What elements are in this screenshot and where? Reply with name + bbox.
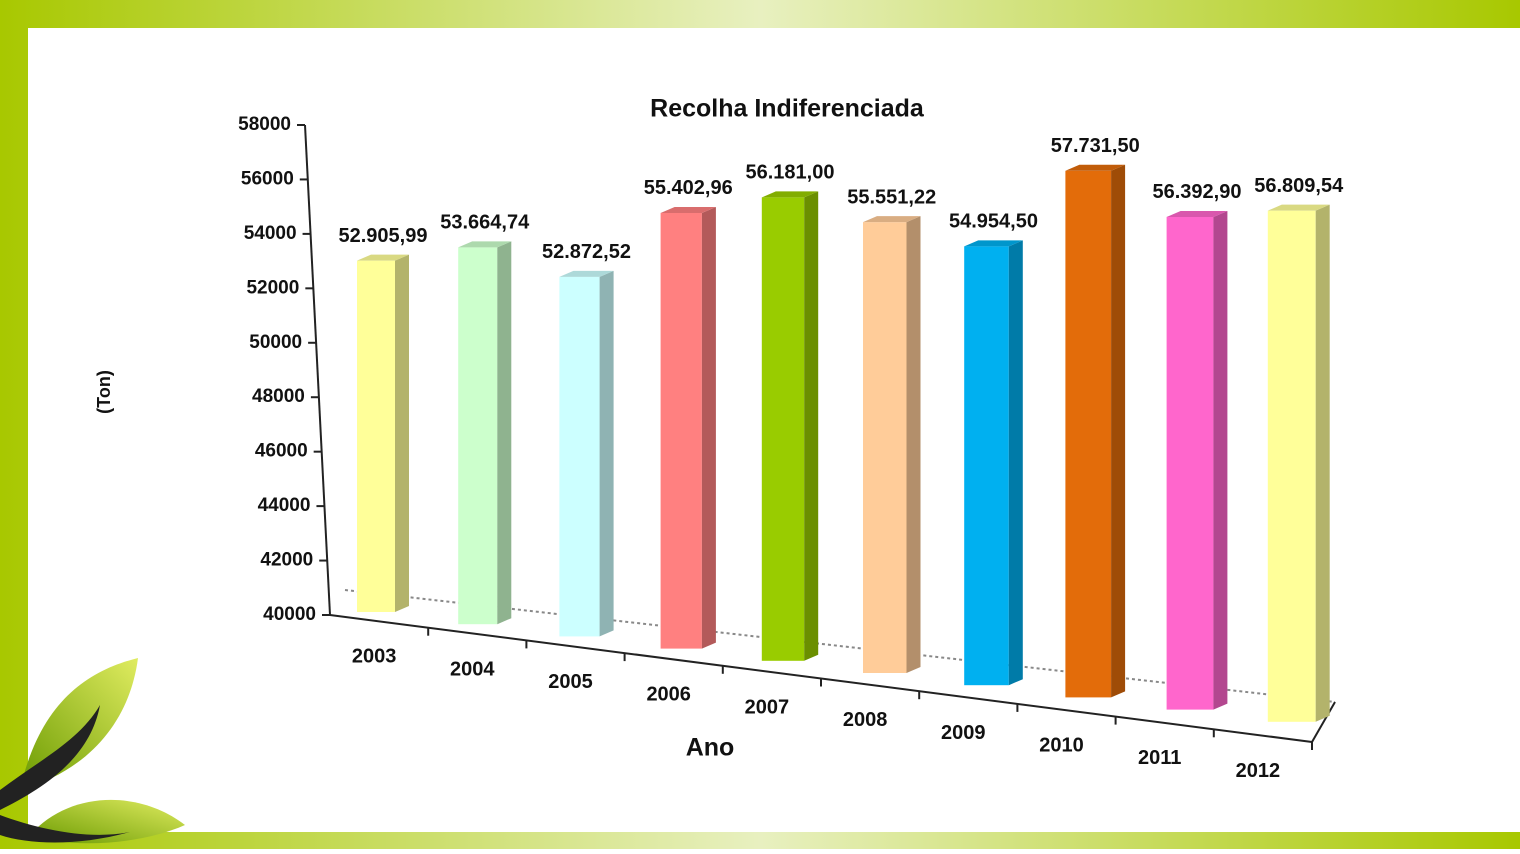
bar-side xyxy=(804,191,818,660)
bar xyxy=(1065,171,1111,698)
data-label: 52.872,52 xyxy=(542,241,631,263)
y-tick-label: 58000 xyxy=(238,114,291,135)
x-tick-label: 2007 xyxy=(745,696,790,718)
x-axis-title: Ano xyxy=(686,734,735,762)
y-tick-label: 42000 xyxy=(260,550,313,571)
y-tick-label: 46000 xyxy=(255,441,308,462)
x-tick-label: 2003 xyxy=(352,646,397,668)
chart-title: Recolha Indiferenciada xyxy=(650,95,925,123)
x-tick-label: 2009 xyxy=(941,722,986,744)
slide: Recolha Indiferenciada Ano (Ton) 40000 42… xyxy=(0,0,1520,849)
bar xyxy=(762,197,804,660)
y-tick-label: 52000 xyxy=(246,277,299,298)
y-axis-title: (Ton) xyxy=(94,370,114,414)
bar-side xyxy=(497,241,511,624)
bar xyxy=(661,213,702,649)
bar xyxy=(1268,211,1316,722)
data-label: 56.392,90 xyxy=(1153,181,1242,203)
bar-side xyxy=(600,271,614,637)
x-tick-label: 2006 xyxy=(646,684,691,706)
bar-side xyxy=(395,255,409,612)
y-tick-label: 48000 xyxy=(252,386,305,407)
x-tick-label: 2012 xyxy=(1236,760,1281,782)
bar-side xyxy=(1316,205,1330,722)
x-tick-label: 2008 xyxy=(843,709,888,731)
bar xyxy=(863,222,907,673)
data-label: 54.954,50 xyxy=(949,211,1038,233)
data-label: 57.731,50 xyxy=(1051,135,1140,157)
x-tick-label: 2005 xyxy=(548,671,593,693)
x-tick-label: 2011 xyxy=(1138,747,1181,769)
data-label: 55.551,22 xyxy=(847,186,936,208)
bar xyxy=(964,246,1009,685)
data-label: 55.402,96 xyxy=(644,177,733,199)
y-tick-label: 44000 xyxy=(258,495,311,516)
page: Recolha Indiferenciada Ano (Ton) 40000 42… xyxy=(0,0,1520,849)
bar xyxy=(559,277,599,637)
y-tick-label: 40000 xyxy=(263,604,316,625)
data-label: 56.181,00 xyxy=(746,162,835,184)
bar xyxy=(357,261,395,612)
bar xyxy=(458,247,497,624)
data-label: 52.905,99 xyxy=(339,225,428,247)
y-tick-label: 50000 xyxy=(249,332,302,353)
bar-side xyxy=(1009,240,1023,685)
y-tick-label: 56000 xyxy=(241,168,294,189)
bar-side xyxy=(1213,211,1227,710)
bar-side xyxy=(702,207,716,649)
y-tick-label: 54000 xyxy=(244,223,297,244)
bar-side xyxy=(1111,165,1125,698)
bar xyxy=(1167,217,1214,710)
data-label: 56.809,54 xyxy=(1254,175,1344,197)
x-tick-label: 2010 xyxy=(1039,735,1084,757)
bar-side xyxy=(907,216,921,673)
x-tick-label: 2004 xyxy=(450,658,495,680)
data-label: 53.664,74 xyxy=(440,212,530,234)
